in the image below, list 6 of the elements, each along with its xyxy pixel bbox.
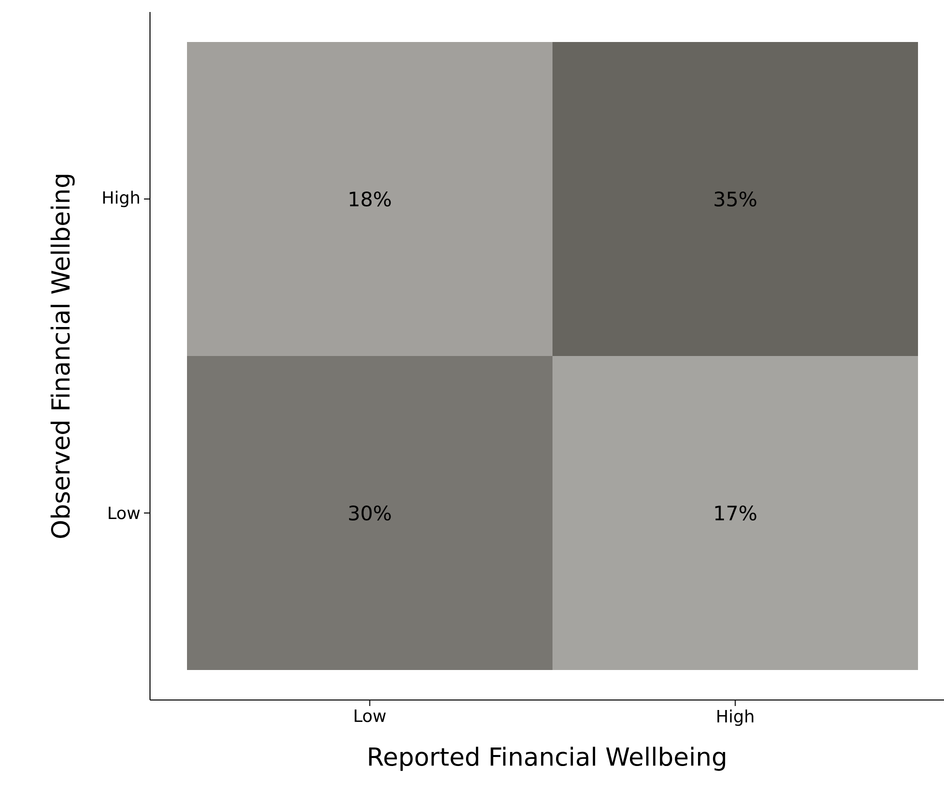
data-label: 17% [715, 505, 756, 521]
y-axis-title: Observed Financial Wellbeing [50, 174, 75, 538]
data-label: 30% [349, 505, 391, 521]
x-axis-title: Reported Financial Wellbeing [369, 746, 726, 771]
data-label: 18% [350, 191, 391, 207]
data-label: 35% [714, 191, 756, 207]
